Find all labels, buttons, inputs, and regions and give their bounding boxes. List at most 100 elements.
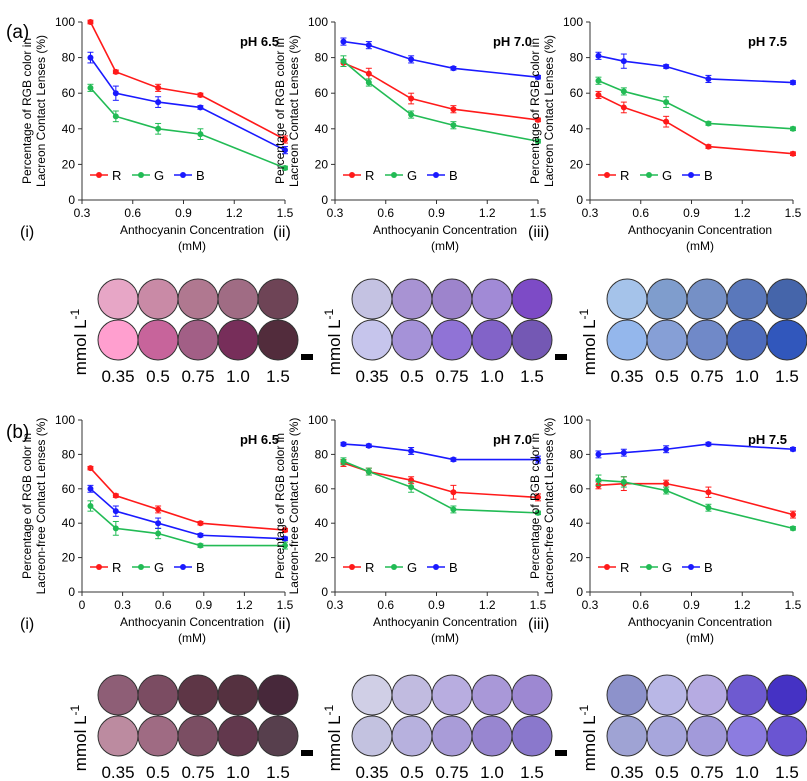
- panel-label-b: (b): [6, 422, 29, 443]
- data-point-B: [790, 446, 796, 453]
- x-tick-label: 1.5: [530, 206, 547, 220]
- legend-label-R: R: [365, 560, 374, 575]
- lens-photo-swatch: [137, 674, 179, 716]
- data-point-B: [197, 104, 204, 111]
- x-tick-label: 0.6: [377, 206, 394, 220]
- lens-photo-swatch: [257, 278, 299, 320]
- concentration-label: 0.75: [181, 367, 214, 386]
- x-tick-label: 0.3: [582, 598, 599, 612]
- data-point-G: [790, 125, 796, 132]
- swatch-group-6: 0.35 0.5 0.75 1.0 1.5 mmol L-1: [577, 674, 807, 781]
- concentration-label: 0.75: [435, 367, 468, 386]
- series-line-G: [598, 80, 794, 130]
- rgb-color-swatch: [766, 715, 807, 757]
- series-G: [595, 474, 796, 532]
- chart-3: 0 20 40 60 80 100 0.3 0.6 0.9 1.2 1.5 pH 7.5 Percent…: [528, 15, 802, 253]
- y-tick-label: 40: [570, 516, 584, 530]
- concentration-label: 1.0: [480, 763, 504, 781]
- x-axis-label: Anthocyanin Concentration: [628, 223, 772, 237]
- rgb-color-swatch: [686, 715, 728, 757]
- legend-label-R: R: [620, 560, 629, 575]
- data-point-G: [620, 478, 627, 485]
- legend-marker-R: [349, 564, 355, 570]
- y-tick-label: 20: [315, 157, 329, 171]
- series-line-B: [89, 57, 286, 151]
- concentration-label: 0.5: [146, 367, 170, 386]
- series-line-R: [89, 467, 286, 531]
- y-tick-label: 80: [62, 51, 76, 65]
- series-G: [595, 76, 796, 132]
- data-point-G: [408, 111, 415, 118]
- x-tick-label: 0.9: [195, 598, 212, 612]
- data-point-R: [282, 527, 288, 534]
- y-tick-label: 100: [55, 413, 75, 427]
- x-tick-label: 1.2: [479, 598, 496, 612]
- rgb-color-swatch: [766, 319, 807, 361]
- data-point-R: [620, 104, 627, 111]
- legend-label-G: G: [662, 560, 672, 575]
- data-point-R: [87, 19, 94, 25]
- x-tick-label: 1.5: [530, 598, 547, 612]
- lens-photo-swatch: [606, 278, 648, 320]
- data-point-G: [595, 77, 602, 84]
- x-axis-label: Anthocyanin Concentration: [120, 223, 264, 237]
- data-point-G: [663, 99, 670, 106]
- data-point-G: [595, 477, 602, 484]
- y-tick-label: 20: [570, 551, 584, 565]
- data-point-B: [365, 42, 372, 49]
- legend-label-R: R: [620, 168, 629, 183]
- x-tick-label: 1.2: [236, 598, 253, 612]
- scale-bar: [301, 354, 313, 360]
- series-R: [340, 459, 541, 502]
- rgb-color-swatch: [726, 715, 768, 757]
- units-label: mmol L-1: [68, 308, 90, 375]
- x-tick-label: 0.6: [632, 206, 649, 220]
- data-point-R: [450, 106, 457, 113]
- rgb-color-swatch: [686, 319, 728, 361]
- data-point-B: [282, 147, 288, 154]
- chart-title: pH 7.0: [493, 34, 532, 49]
- legend-marker-B: [688, 564, 694, 570]
- x-tick-label: 0.9: [175, 206, 192, 220]
- chart-6: 0 20 40 60 80 100 0.3 0.6 0.9 1.2 1.5 pH 7.5 Percent…: [528, 413, 802, 645]
- y-axis-label-line2: Lacreon Contact Lenses (%): [542, 35, 556, 187]
- data-point-G: [87, 84, 94, 91]
- y-tick-label: 0: [68, 193, 75, 207]
- x-tick-label: 0.9: [683, 598, 700, 612]
- chart-title: pH 7.5: [748, 34, 787, 49]
- legend-marker-B: [180, 564, 186, 570]
- swatch-group-5: 0.35 0.5 0.75 1.0 1.5 mmol L-1: [322, 674, 567, 781]
- concentration-label: 0.5: [400, 763, 424, 781]
- y-axis-label: Percentage of RGB color in: [273, 433, 287, 579]
- y-tick-label: 80: [570, 51, 584, 65]
- rgb-color-swatch: [511, 319, 553, 361]
- rgb-color-swatch: [606, 715, 648, 757]
- y-tick-label: 60: [570, 482, 584, 496]
- data-point-R: [197, 91, 204, 98]
- legend-label-G: G: [407, 168, 417, 183]
- series-R: [87, 465, 288, 534]
- data-point-B: [595, 52, 602, 59]
- series-line-R: [598, 94, 794, 155]
- y-tick-label: 60: [315, 86, 329, 100]
- lens-photo-swatch: [726, 674, 768, 716]
- scale-bar: [555, 750, 567, 756]
- data-point-B: [705, 441, 712, 448]
- data-point-B: [340, 441, 347, 448]
- units-label-superscript: -1: [322, 704, 336, 715]
- lens-photo-swatch: [511, 278, 553, 320]
- y-tick-label: 100: [563, 413, 583, 427]
- lens-photo-swatch: [646, 674, 688, 716]
- series-R: [595, 90, 796, 157]
- data-point-R: [450, 489, 457, 496]
- y-tick-label: 0: [321, 585, 328, 599]
- units-label-superscript: -1: [322, 308, 336, 319]
- panel-label-a: (a): [6, 22, 29, 43]
- x-tick-label: 1.2: [226, 206, 243, 220]
- y-axis-label: Percentage of RGB color in: [20, 433, 34, 579]
- y-tick-label: 40: [62, 122, 76, 136]
- rgb-color-swatch: [217, 715, 259, 757]
- data-point-B: [340, 38, 347, 45]
